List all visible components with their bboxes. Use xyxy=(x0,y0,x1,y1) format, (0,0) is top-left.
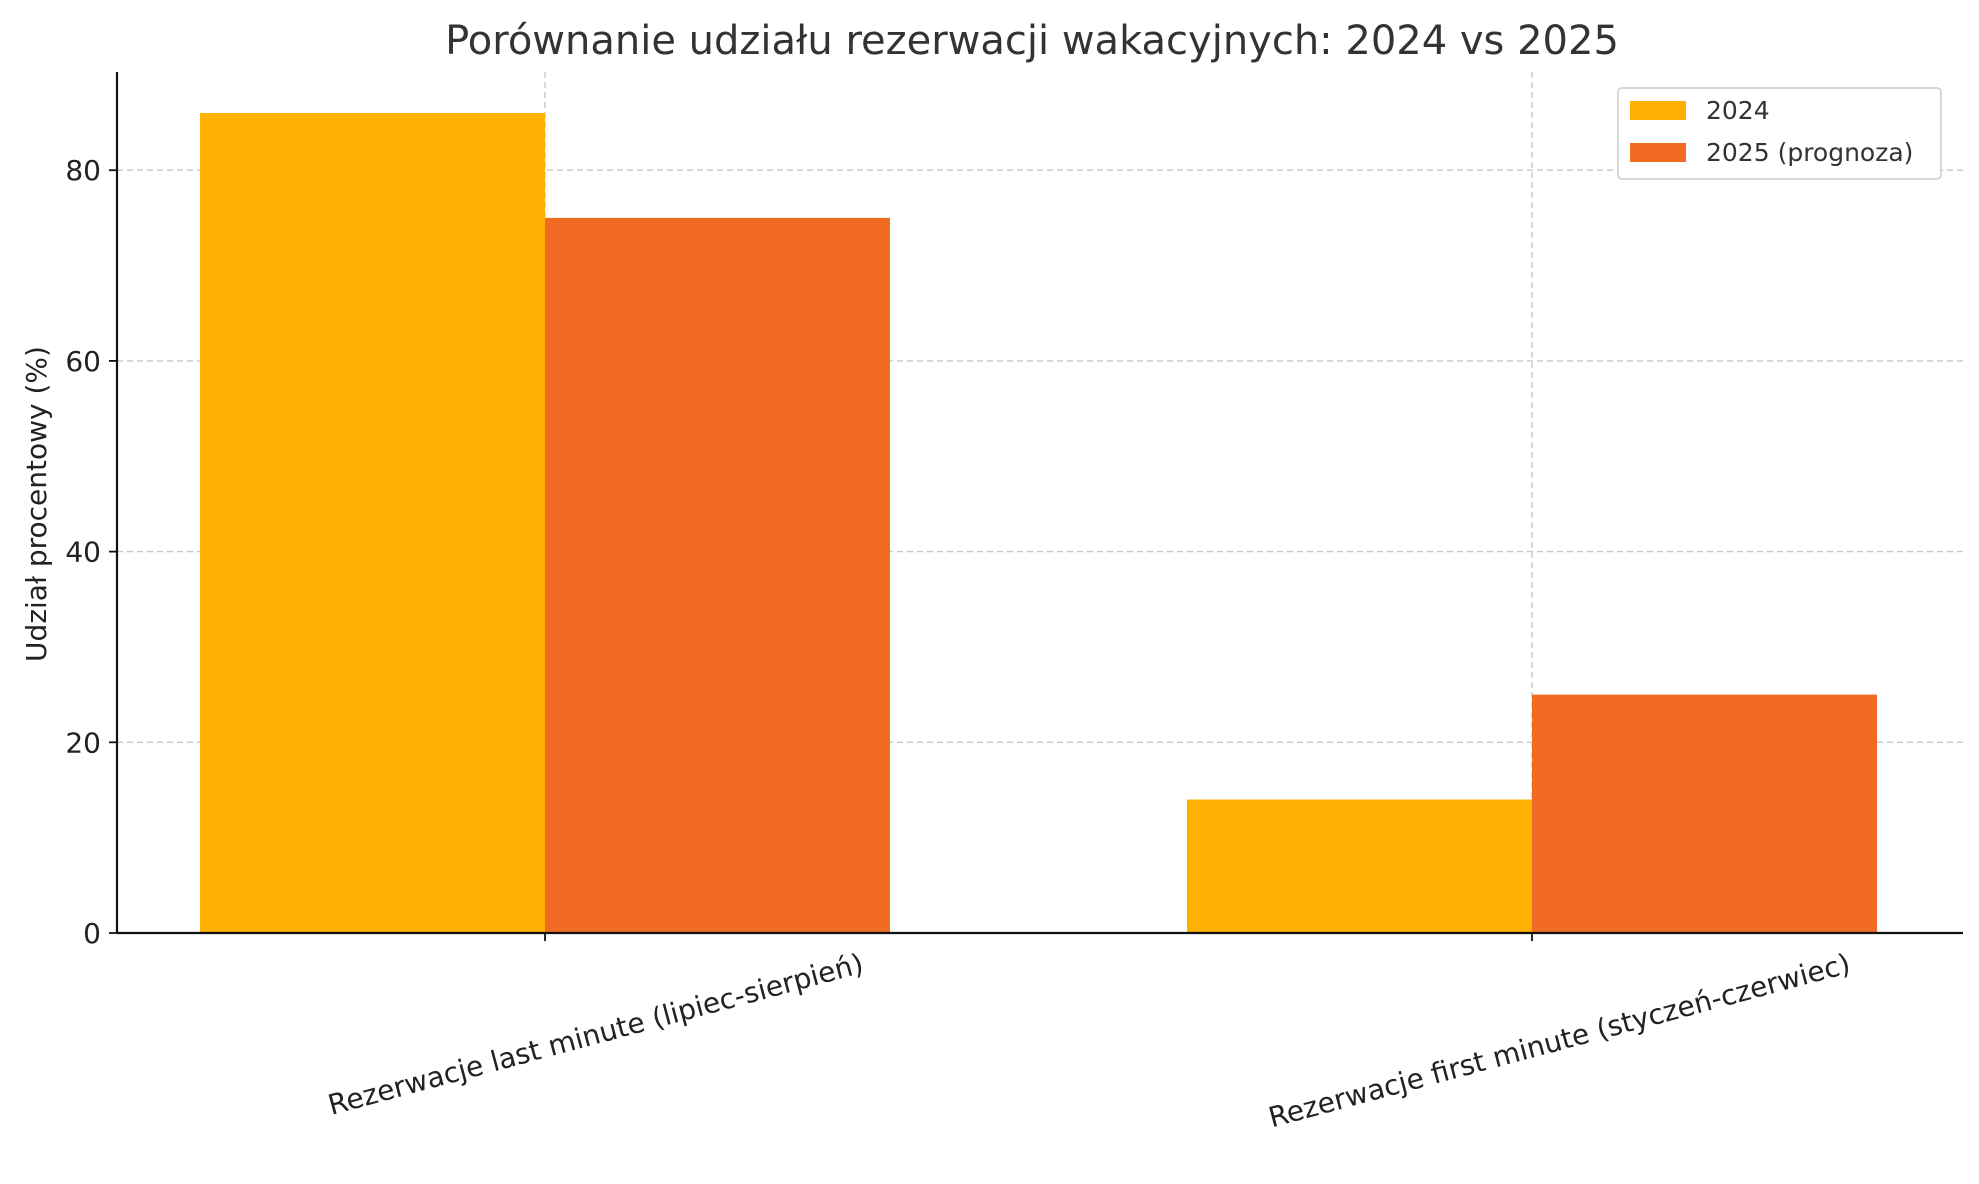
legend-label-2024: 2024 xyxy=(1706,96,1770,125)
legend-swatch-2024 xyxy=(1630,101,1686,120)
bars xyxy=(200,113,1877,933)
bar-2024-cat-0 xyxy=(200,113,545,933)
legend-swatch-2025 xyxy=(1630,143,1686,162)
legend: 2024 2025 (prognoza) xyxy=(1617,87,1942,180)
y-tick-label-0: 0 xyxy=(83,917,101,950)
legend-label-2025: 2025 (prognoza) xyxy=(1706,138,1913,167)
y-axis-label: Udział procentowy (%) xyxy=(20,346,53,662)
bar-2024-cat-1 xyxy=(1187,799,1532,933)
y-tick-label-20: 20 xyxy=(65,726,101,759)
bar-2025-prognoza-cat-1 xyxy=(1532,694,1877,933)
axes xyxy=(109,72,1963,941)
y-tick-labels: 0 20 40 60 80 xyxy=(65,154,101,950)
chart-title: Porównanie udziału rezerwacji wakacyjnyc… xyxy=(445,18,1619,64)
legend-box xyxy=(1617,87,1942,180)
y-tick-label-60: 60 xyxy=(65,345,101,378)
y-tick-label-40: 40 xyxy=(65,536,101,569)
y-tick-label-80: 80 xyxy=(65,154,101,187)
bar-2025-prognoza-cat-0 xyxy=(545,217,890,933)
